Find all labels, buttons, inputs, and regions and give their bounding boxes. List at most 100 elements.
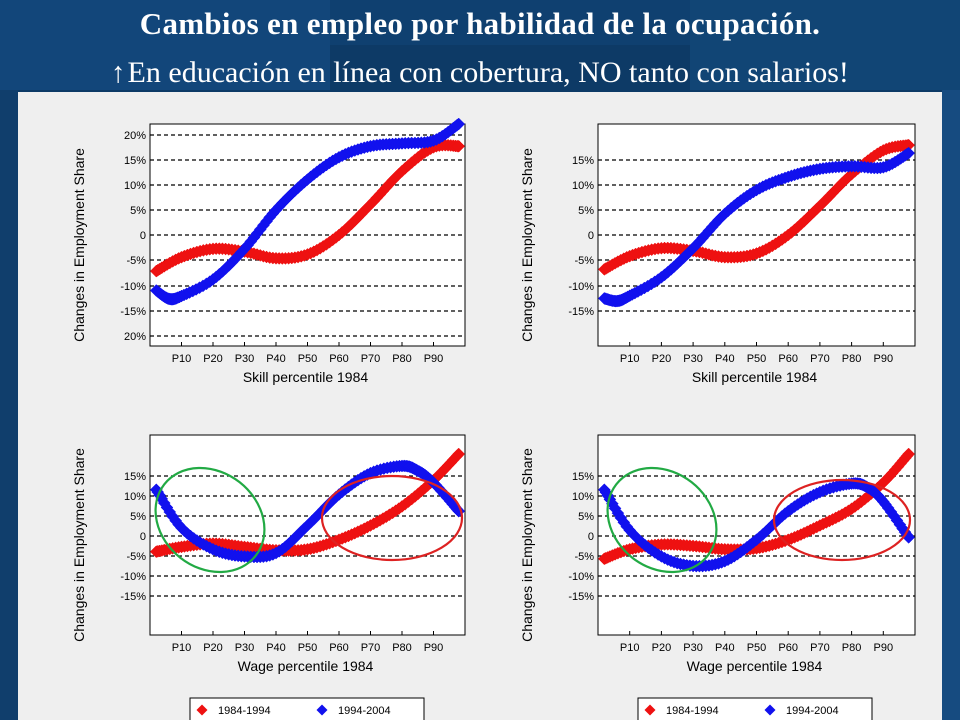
red-highlight-ellipse (772, 478, 912, 562)
y-axis-label: Changes in Employment Share (71, 448, 87, 642)
x-tick-label: P30 (235, 642, 255, 654)
x-tick-label: P90 (424, 353, 444, 365)
x-tick-label: P20 (652, 353, 672, 365)
y-tick-label: 15% (572, 155, 594, 167)
legend-label: 1984-1994 (218, 705, 271, 717)
y-tick-label: -15% (120, 591, 146, 603)
x-axis-label: Wage percentile 1984 (687, 658, 823, 674)
x-tick-label: P90 (424, 642, 444, 654)
x-tick-label: P20 (652, 642, 672, 654)
x-tick-label: P10 (620, 353, 640, 365)
y-axis-label: Changes in Employment Share (519, 448, 535, 642)
legend-marker (764, 704, 776, 716)
x-axis-label: Wage percentile 1984 (238, 658, 374, 674)
y-tick-label: -15% (568, 591, 594, 603)
x-tick-label: P80 (392, 642, 412, 654)
x-tick-label: P50 (747, 353, 767, 365)
x-tick-label: P40 (715, 353, 735, 365)
legend-marker (316, 704, 328, 716)
x-tick-label: P90 (874, 642, 894, 654)
y-tick-label: 5% (578, 205, 594, 217)
chart-2: 15% 10% 5% 0 -5% -10% -15% P10 P20 P30 P40 P50 P60 P7… (519, 123, 916, 385)
y-tick-label: -5% (574, 551, 594, 563)
data-point (452, 139, 466, 153)
data-point (902, 447, 916, 461)
legend-box (637, 697, 873, 720)
green-highlight-ellipse (154, 466, 266, 574)
legend-marker (196, 704, 208, 716)
x-tick-label: P60 (778, 642, 798, 654)
y-tick-label: 5% (578, 511, 594, 523)
x-tick-label: P80 (842, 353, 862, 365)
x-tick-label: P80 (842, 642, 862, 654)
series-1994-2004 (597, 477, 916, 573)
y-tick-label: 15% (124, 155, 146, 167)
legend-label: 1984-1994 (666, 705, 719, 717)
x-tick-label: P30 (235, 353, 255, 365)
y-tick-label: -10% (568, 281, 594, 293)
y-tick-label: 10% (124, 180, 146, 192)
x-tick-label: P10 (620, 642, 640, 654)
series-1994-2004 (149, 117, 466, 306)
x-tick-label: P50 (747, 642, 767, 654)
y-tick-label: -15% (120, 306, 146, 318)
x-tick-label: P30 (683, 642, 703, 654)
x-tick-label: P40 (266, 353, 286, 365)
y-tick-label: -15% (568, 306, 594, 318)
y-tick-label: 15% (572, 471, 594, 483)
data-point (452, 447, 466, 461)
y-tick-label: 20% (124, 331, 146, 343)
x-tick-label: P20 (203, 642, 223, 654)
x-tick-label: P60 (329, 642, 349, 654)
x-tick-label: P70 (810, 353, 830, 365)
slide-subtitle: ↑En educación en línea con cobertura, NO… (0, 56, 960, 90)
x-tick-label: P20 (203, 353, 223, 365)
x-tick-label: P70 (810, 642, 830, 654)
y-tick-label: 0 (588, 230, 594, 242)
y-tick-label: 5% (130, 205, 146, 217)
x-tick-label: P60 (329, 353, 349, 365)
chart-4: 15% 10% 5% 0 -5% -10% -15% P10 P20 P30 P40 P50 P60 P7… (519, 434, 916, 674)
data-point (902, 146, 916, 160)
y-tick-label: 20% (124, 130, 146, 142)
red-highlight-ellipse (320, 474, 464, 562)
y-tick-label: -10% (120, 571, 146, 583)
x-tick-label: P50 (298, 353, 318, 365)
slide-subtitle-text: En educación en línea con cobertura, NO … (127, 56, 849, 89)
y-tick-label: -5% (126, 255, 146, 267)
y-tick-label: -10% (120, 281, 146, 293)
x-tick-label: P10 (172, 353, 192, 365)
x-tick-label: P40 (266, 642, 286, 654)
y-tick-label: -5% (126, 551, 146, 563)
up-arrow-icon: ↑ (111, 57, 126, 89)
legend: 1984-1994 1994-2004 (637, 697, 873, 720)
x-axis-label: Skill percentile 1984 (243, 369, 369, 385)
x-tick-label: P10 (172, 642, 192, 654)
y-tick-label: -10% (568, 571, 594, 583)
x-axis-label: Skill percentile 1984 (692, 369, 818, 385)
x-tick-label: P70 (361, 642, 381, 654)
x-tick-label: P30 (683, 353, 703, 365)
x-tick-label: P60 (778, 353, 798, 365)
x-tick-label: P40 (715, 642, 735, 654)
y-tick-label: 15% (124, 471, 146, 483)
slide-title: Cambios en empleo por habilidad de la oc… (139, 6, 821, 41)
chart-1: 20% 15% 10% 5% 0 -5% -10% -15% 20% P10 P20 P30 P40 P5… (71, 117, 466, 385)
legend-box (189, 697, 425, 720)
y-tick-label: 10% (572, 491, 594, 503)
y-tick-label: 0 (140, 531, 146, 543)
legend: 1984-1994 1994-2004 (189, 697, 425, 720)
green-highlight-ellipse (606, 466, 718, 574)
x-tick-label: P50 (298, 642, 318, 654)
x-tick-label: P70 (361, 353, 381, 365)
y-tick-label: 10% (124, 491, 146, 503)
y-axis-label: Changes in Employment Share (71, 148, 87, 342)
y-tick-label: 5% (130, 511, 146, 523)
y-tick-label: 0 (588, 531, 594, 543)
x-tick-label: P80 (392, 353, 412, 365)
y-tick-label: -5% (574, 255, 594, 267)
chart-3: 15% 10% 5% 0 -5% -10% -15% P10 P20 P30 P40 P50 P60 P7… (71, 434, 466, 674)
y-tick-label: 0 (140, 230, 146, 242)
x-tick-label: P90 (874, 353, 894, 365)
